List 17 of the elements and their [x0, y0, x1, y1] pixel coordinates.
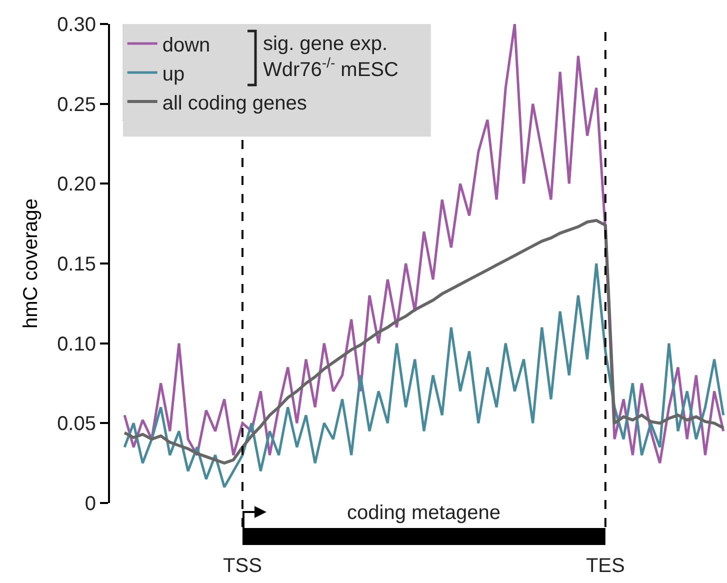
y-tick-label: 0.15 [57, 254, 96, 276]
y-tick-label: 0 [84, 493, 96, 515]
x-tick-label: TES [586, 555, 625, 577]
y-tick-label: 0.05 [57, 413, 96, 436]
line-series [123, 262, 725, 488]
annotation: coding metagene [347, 502, 500, 524]
y-tick-label: 0.20 [57, 174, 96, 196]
legend-label: all coding genes [162, 92, 307, 114]
line-series [123, 218, 725, 465]
legend-label: down [162, 34, 210, 56]
y-tick-label: 0.10 [57, 333, 96, 356]
annotation: sig. gene exp. Wdr76$^{-/-}$ mESC [263, 33, 398, 81]
legend-label: up [162, 63, 185, 86]
y-tick-label: 0.25 [57, 94, 96, 116]
y-axis-title: hmC coverage [20, 198, 42, 329]
y-tick-label: 0.30 [57, 14, 96, 36]
x-tick-label: TSS [223, 555, 262, 577]
